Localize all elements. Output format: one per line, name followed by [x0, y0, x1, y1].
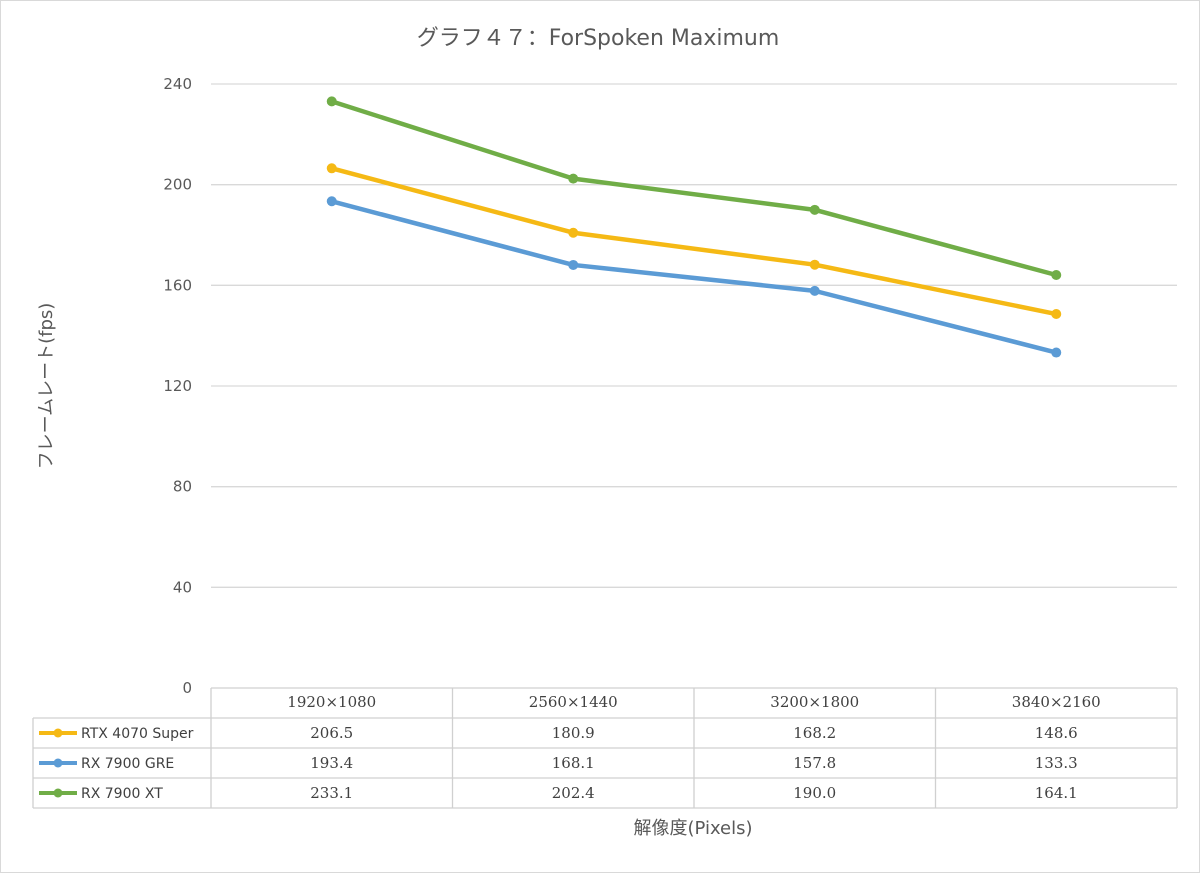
x-tick-label: 1920×1080 — [287, 693, 376, 711]
series-lines — [326, 96, 1062, 358]
data-label: 233.1 — [310, 784, 353, 802]
gridlines — [211, 83, 1177, 588]
series-line — [329, 166, 1059, 317]
data-label: 190.0 — [793, 784, 836, 802]
y-tick-label: 120 — [163, 377, 192, 395]
y-tick-label: 0 — [182, 679, 192, 697]
data-label: 202.4 — [552, 784, 595, 802]
y-tick-labels: 0 40 80 120 160 200 240 — [163, 75, 192, 697]
data-point — [809, 285, 820, 296]
data-point — [1051, 309, 1062, 320]
series-name: RX 7900 XT — [81, 786, 163, 802]
data-point — [568, 173, 579, 184]
data-point — [568, 259, 579, 270]
data-label: 164.1 — [1035, 784, 1078, 802]
data-point — [326, 196, 337, 207]
series-line — [329, 99, 1059, 278]
y-tick-label: 240 — [163, 75, 192, 93]
data-label: 193.4 — [310, 754, 353, 772]
x-tick-label: 2560×1440 — [529, 693, 618, 711]
data-point — [568, 227, 579, 238]
y-tick-label: 200 — [163, 176, 192, 194]
data-label: 148.6 — [1035, 724, 1078, 742]
data-point — [1051, 270, 1062, 281]
y-tick-label: 40 — [173, 578, 192, 596]
series-name: RX 7900 GRE — [81, 756, 174, 772]
data-point — [809, 204, 820, 215]
series-name: RTX 4070 Super — [81, 726, 194, 742]
data-point — [1051, 347, 1062, 358]
legend-key-marker — [53, 758, 63, 768]
chart-title: グラフ４７：ForSpoken Maximum — [417, 26, 780, 51]
data-label: 168.2 — [793, 724, 836, 742]
data-label: 168.1 — [552, 754, 595, 772]
x-axis-label: 解像度(Pixels) — [633, 818, 752, 839]
data-label: 157.8 — [793, 754, 836, 772]
legend-key-marker — [53, 728, 63, 738]
x-tick-label: 3840×2160 — [1012, 693, 1101, 711]
y-tick-label: 80 — [173, 478, 192, 496]
y-tick-label: 160 — [163, 276, 192, 294]
series-line — [329, 199, 1059, 355]
x-tick-label: 3200×1800 — [770, 693, 859, 711]
y-axis-label: フレームレート(fps) — [36, 303, 57, 470]
data-point — [326, 96, 337, 107]
data-point — [326, 163, 337, 174]
data-table: 1920×1080 2560×1440 3200×1800 3840×2160 RTX … — [32, 687, 1178, 809]
data-label: 206.5 — [310, 724, 353, 742]
data-point — [809, 259, 820, 270]
legend-key-marker — [53, 788, 63, 798]
data-label: 180.9 — [552, 724, 595, 742]
data-label: 133.3 — [1035, 754, 1078, 772]
